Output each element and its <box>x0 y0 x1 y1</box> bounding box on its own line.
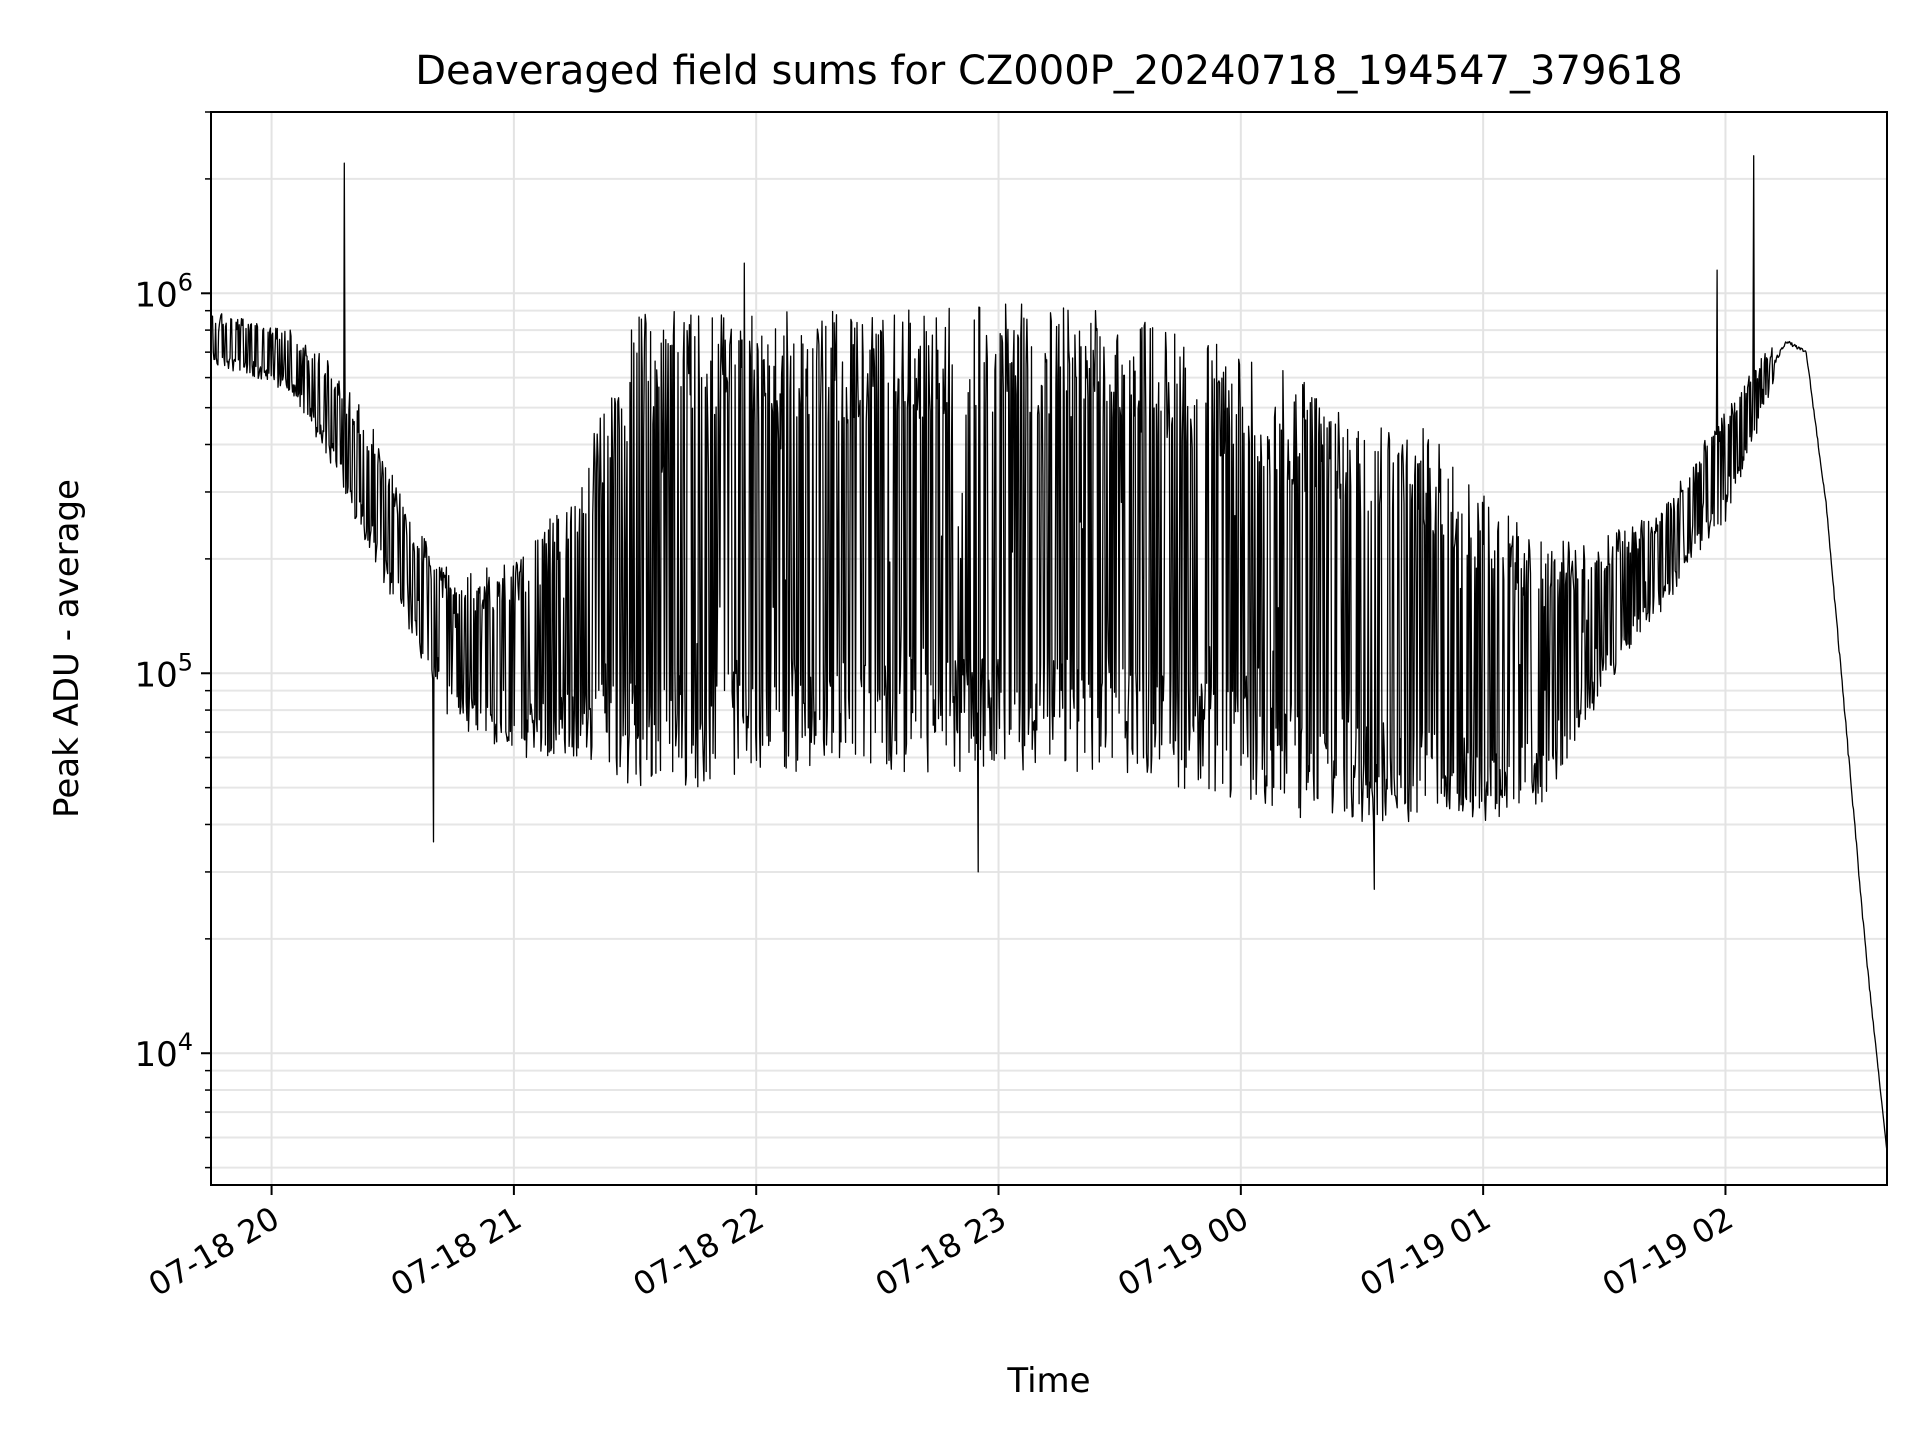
series-line <box>211 155 1887 1152</box>
plot-frame <box>210 111 1888 1186</box>
y-tick-label-base: 10 <box>134 1035 177 1075</box>
y-tick-label-exponent: 4 <box>178 1028 193 1056</box>
x-axis-label: Time <box>1006 1361 1090 1401</box>
chart-title: Deaveraged field sums for CZ000P_2024071… <box>415 48 1683 94</box>
y-axis-label: Peak ADU - average <box>47 479 87 818</box>
y-tick-label: 105 <box>134 648 193 695</box>
y-tick-label-base: 10 <box>134 655 177 695</box>
y-tick-label: 104 <box>134 1028 193 1075</box>
y-tick-label-exponent: 5 <box>178 648 193 676</box>
data-layer <box>211 155 1887 1152</box>
y-tick-label: 106 <box>134 268 193 315</box>
y-tick-label-exponent: 6 <box>178 268 193 296</box>
y-tick-label-base: 10 <box>134 275 177 315</box>
